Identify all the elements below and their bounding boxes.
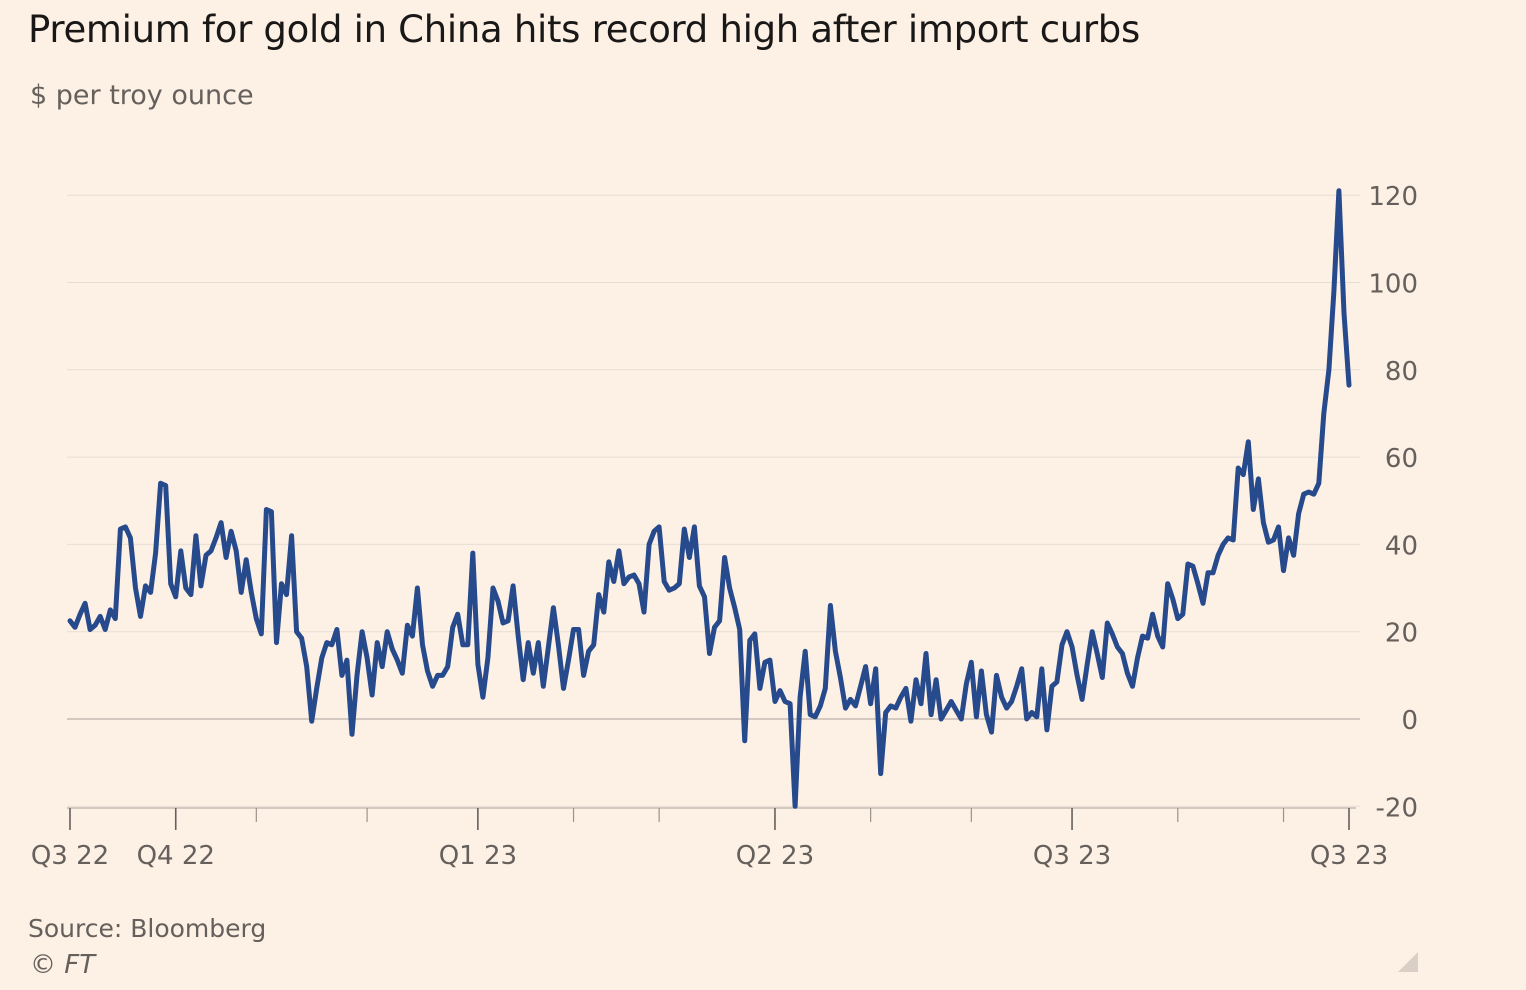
y-tick-label: 0: [1401, 706, 1418, 736]
chart-subtitle: $ per troy ounce: [30, 80, 254, 111]
resize-corner-icon: [1398, 952, 1418, 972]
x-tick-label: Q1 23: [439, 841, 517, 871]
y-tick-label: 60: [1385, 444, 1418, 474]
x-tick-label: Q3 23: [1033, 841, 1111, 871]
x-tick-label: Q3 23: [1310, 841, 1388, 871]
series-line: [67, 188, 1352, 809]
y-axis: 120 100 80 60 40 20 0 -20: [1368, 182, 1418, 823]
y-tick-label: 120: [1368, 182, 1418, 212]
y-tick-label: 40: [1385, 531, 1418, 561]
x-tick-label: Q2 23: [736, 841, 814, 871]
chart-title: Premium for gold in China hits record hi…: [28, 8, 1140, 51]
source-note: Source: Bloomberg: [28, 914, 267, 943]
x-tick-label: Q4 22: [137, 841, 215, 871]
y-tick-label: 100: [1368, 270, 1418, 300]
gridlines: [67, 194, 1360, 807]
y-tick-label: 80: [1385, 357, 1418, 387]
copyright-credit: © FT: [30, 950, 96, 980]
y-tick-label: 20: [1385, 619, 1418, 649]
y-tick-label: -20: [1376, 793, 1418, 823]
series-group: [67, 188, 1352, 809]
x-tick-label: Q3 22: [31, 841, 109, 871]
x-axis: Q3 22 Q4 22 Q1 23 Q2 23 Q3 23 Q3 23: [31, 807, 1388, 871]
